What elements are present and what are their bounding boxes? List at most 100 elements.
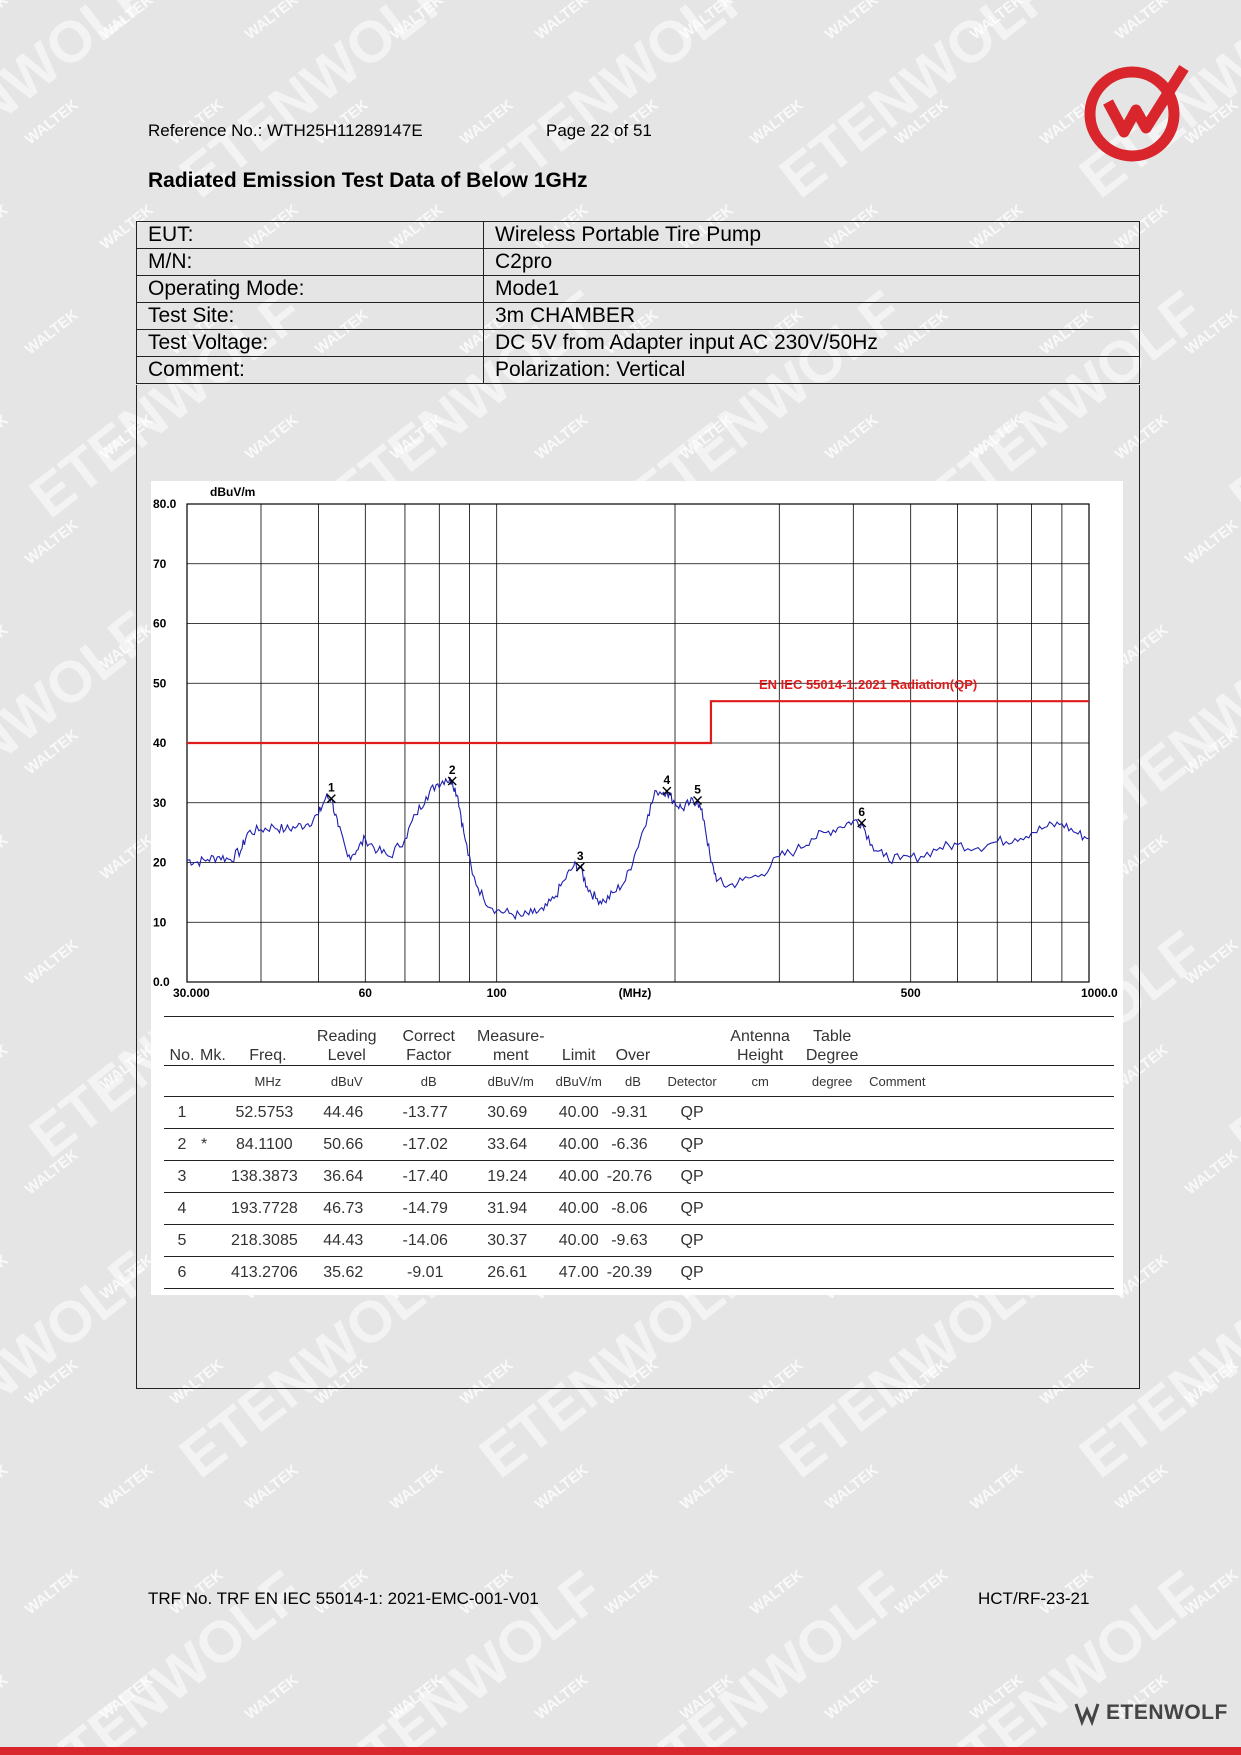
cell-correct: -14.79 xyxy=(387,1192,470,1225)
col-table: Table Degree xyxy=(796,1016,869,1066)
reference-number: Reference No.: WTH25H11289147E xyxy=(148,121,423,140)
table-row: 1 52.5753 44.46 -13.77 30.69 40.00 -9.31 QP xyxy=(164,1096,1114,1129)
page-title: Radiated Emission Test Data of Below 1GH… xyxy=(148,169,588,192)
watermark-text: WALTEK xyxy=(22,1566,82,1618)
cell-mk xyxy=(200,1192,230,1225)
watermark-text: WALTEK xyxy=(892,96,952,148)
cell-no: 6 xyxy=(164,1256,200,1289)
watermark-text: WALTEK xyxy=(22,1356,82,1408)
watermark-text: WALTEK xyxy=(892,1566,952,1618)
watermark-text: WALTEK xyxy=(1182,936,1241,988)
y-axis-label: dBuV/m xyxy=(210,485,255,499)
peak-marker xyxy=(857,818,867,828)
table-row: 5 218.3085 44.43 -14.06 30.37 40.00 -9.63 QP xyxy=(164,1224,1114,1257)
watermark-text: WALTEK xyxy=(1182,1146,1241,1198)
cell-limit: 40.00 xyxy=(551,1224,606,1257)
peak-marker-label: 1 xyxy=(328,781,335,795)
cell-over: -20.76 xyxy=(605,1160,661,1193)
info-label: Operating Mode: xyxy=(136,275,484,303)
cell-over: -8.06 xyxy=(605,1192,661,1225)
cell-no: 4 xyxy=(164,1192,200,1225)
peak-marker-label: 3 xyxy=(577,849,584,863)
watermark-text: WALTEK xyxy=(822,0,882,43)
info-label: Test Voltage: xyxy=(136,329,484,357)
watermark-text: WALTEK xyxy=(747,96,807,148)
cell-empty xyxy=(724,1256,797,1289)
etenwolf-brand: ETENWOLF xyxy=(1074,1700,1228,1726)
x-tick-label: 60 xyxy=(359,986,373,1000)
watermark-text: WALTEK xyxy=(1182,726,1241,778)
watermark-text: WALTEK xyxy=(0,1671,12,1723)
watermark-text: WALTEK xyxy=(1182,306,1241,358)
cell-detector: QP xyxy=(660,1160,725,1193)
watermark-text: ETENWOLF xyxy=(618,1559,914,1755)
cell-limit: 40.00 xyxy=(551,1192,606,1225)
x-tick-label: 30.000 xyxy=(173,986,210,1000)
info-row: Operating Mode: Mode1 xyxy=(136,275,1140,303)
col-antenna: Antenna Height xyxy=(724,1016,797,1066)
col-freq: Freq. xyxy=(230,1016,306,1066)
watermark-text: ETENWOLF xyxy=(0,0,164,210)
watermark-text: WALTEK xyxy=(677,1671,737,1723)
cell-empty xyxy=(868,1256,1114,1289)
y-tick-label: 40 xyxy=(153,736,167,750)
cell-empty xyxy=(796,1224,869,1257)
cell-empty xyxy=(796,1096,869,1129)
watermark-text: WALTEK xyxy=(22,726,82,778)
cell-freq: 413.2706 xyxy=(230,1256,306,1289)
cell-over: -6.36 xyxy=(605,1128,661,1161)
y-tick-label: 10 xyxy=(153,915,167,929)
peak-marker xyxy=(447,776,457,786)
watermark-text: WALTEK xyxy=(22,96,82,148)
col-reading: Reading Level xyxy=(305,1016,388,1066)
watermark-text: WALTEK xyxy=(22,936,82,988)
table-row: 3 138.3873 36.64 -17.40 19.24 40.00 -20.76 QP xyxy=(164,1160,1114,1193)
table-row: 6 413.2706 35.62 -9.01 26.61 47.00 -20.39 QP xyxy=(164,1256,1114,1289)
watermark-text: WALTEK xyxy=(0,1251,12,1303)
cell-over: -9.31 xyxy=(605,1096,661,1129)
emission-chart-panel: 80.0 70 60 50 40 30 20 10 0.0 dBuV/m 30.000 60 100 50… xyxy=(151,481,1123,1295)
cell-mk: * xyxy=(200,1128,230,1161)
peak-marker xyxy=(326,794,336,804)
cell-mk xyxy=(200,1160,230,1193)
x-tick-label: 500 xyxy=(901,986,921,1000)
cell-over: -20.39 xyxy=(605,1256,661,1289)
cell-empty xyxy=(868,1128,1114,1161)
x-tick-label: 100 xyxy=(487,986,507,1000)
x-axis-label: (MHz) xyxy=(619,986,652,1000)
watermark-text: WALTEK xyxy=(1182,516,1241,568)
cell-detector: QP xyxy=(660,1256,725,1289)
watermark-text: WALTEK xyxy=(22,1146,82,1198)
cell-mk xyxy=(200,1256,230,1289)
y-tick-label: 0.0 xyxy=(153,975,170,989)
watermark-text: WALTEK xyxy=(242,0,302,43)
cell-empty xyxy=(796,1160,869,1193)
watermark-text: WALTEK xyxy=(532,0,592,43)
cell-empty xyxy=(796,1256,869,1289)
x-tick-label: 1000.0 xyxy=(1081,986,1118,1000)
cell-no: 2 xyxy=(164,1128,200,1161)
cell-over: -9.63 xyxy=(605,1224,661,1257)
cell-no: 3 xyxy=(164,1160,200,1193)
y-tick-label: 30 xyxy=(153,796,167,810)
cell-detector: QP xyxy=(660,1224,725,1257)
cell-empty xyxy=(868,1160,1114,1193)
cell-limit: 40.00 xyxy=(551,1160,606,1193)
col-comment xyxy=(868,1016,1114,1066)
cell-correct: -9.01 xyxy=(387,1256,470,1289)
info-label: Test Site: xyxy=(136,302,484,330)
peak-marker xyxy=(693,796,703,806)
col-correct: Correct Factor xyxy=(387,1016,470,1066)
cell-correct: -14.06 xyxy=(387,1224,470,1257)
watermark-text: WALTEK xyxy=(0,621,12,673)
watermark-text: WALTEK xyxy=(457,96,517,148)
watermark-text: WALTEK xyxy=(677,1461,737,1513)
cell-empty xyxy=(796,1192,869,1225)
watermark-text: WALTEK xyxy=(602,1566,662,1618)
cell-reading: 36.64 xyxy=(305,1160,388,1193)
watermark-text: WALTEK xyxy=(0,0,12,43)
cell-freq: 84.1100 xyxy=(230,1128,306,1161)
y-tick-label: 20 xyxy=(153,856,167,870)
cell-correct: -17.02 xyxy=(387,1128,470,1161)
table-row: 4 193.7728 46.73 -14.79 31.94 40.00 -8.06 QP xyxy=(164,1192,1114,1225)
